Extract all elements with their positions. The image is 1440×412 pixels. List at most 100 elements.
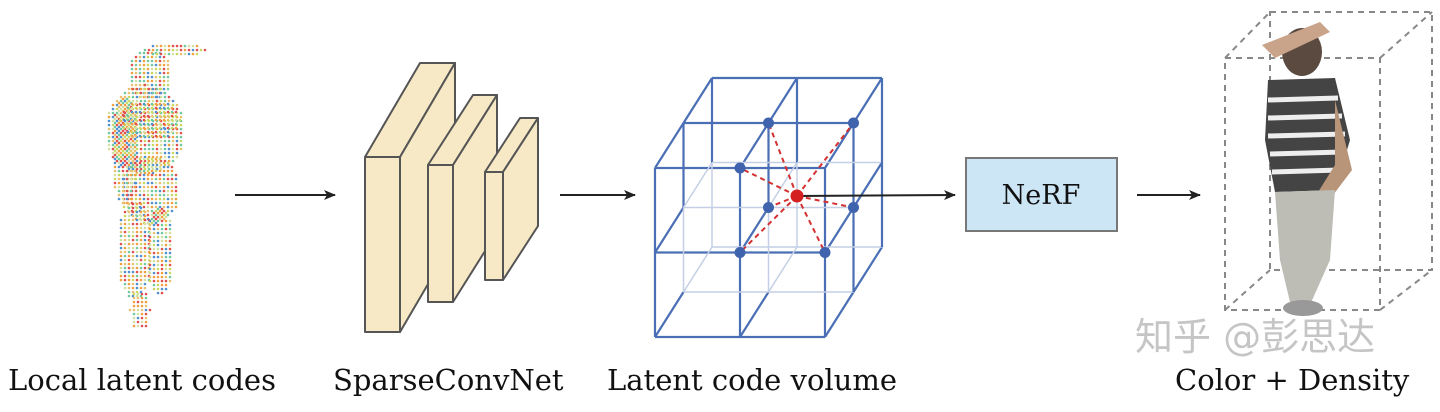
point xyxy=(150,114,154,118)
point xyxy=(148,223,152,227)
point xyxy=(159,95,163,99)
point xyxy=(166,102,170,106)
point xyxy=(164,239,168,243)
point xyxy=(127,155,131,159)
point xyxy=(143,95,147,99)
point xyxy=(148,239,152,243)
point xyxy=(119,242,123,246)
point xyxy=(152,279,156,283)
point xyxy=(183,48,187,52)
point xyxy=(146,193,150,197)
point xyxy=(132,308,136,312)
point xyxy=(131,278,135,282)
point xyxy=(135,278,139,282)
point xyxy=(121,197,125,201)
point xyxy=(125,157,129,161)
point xyxy=(158,217,162,221)
point xyxy=(163,99,167,103)
grid-line xyxy=(682,246,713,293)
point xyxy=(121,133,125,137)
point xyxy=(155,48,159,52)
point xyxy=(139,143,143,147)
point xyxy=(143,258,147,262)
point xyxy=(171,143,175,147)
point xyxy=(174,189,178,193)
point xyxy=(152,259,156,263)
point xyxy=(138,189,142,193)
point xyxy=(162,126,166,130)
point xyxy=(113,177,117,181)
point xyxy=(179,143,183,147)
nerf-label: NeRF xyxy=(1002,180,1081,211)
point xyxy=(130,75,134,79)
point xyxy=(162,110,166,114)
point xyxy=(152,227,156,231)
point xyxy=(131,206,135,210)
point xyxy=(132,300,136,304)
point xyxy=(162,79,166,83)
point xyxy=(160,231,164,235)
point xyxy=(111,123,115,127)
point xyxy=(150,63,154,67)
point xyxy=(111,151,115,155)
point xyxy=(127,254,131,258)
point xyxy=(121,141,125,145)
point xyxy=(146,181,150,185)
point xyxy=(144,316,148,320)
point xyxy=(150,185,154,189)
point xyxy=(170,110,174,114)
point xyxy=(150,181,154,185)
point xyxy=(138,114,142,118)
point xyxy=(159,44,163,48)
point xyxy=(119,274,123,278)
point xyxy=(123,218,127,222)
point xyxy=(143,139,147,143)
point xyxy=(171,147,175,151)
point xyxy=(152,271,156,275)
point xyxy=(127,163,131,167)
point xyxy=(143,171,147,175)
point xyxy=(115,111,119,115)
point xyxy=(136,320,140,324)
point xyxy=(121,157,125,161)
point xyxy=(146,161,150,165)
point xyxy=(162,201,166,205)
point xyxy=(158,118,162,122)
point xyxy=(154,75,158,79)
point xyxy=(142,201,146,205)
point xyxy=(155,159,159,163)
point xyxy=(166,59,170,63)
point xyxy=(147,91,151,95)
point xyxy=(171,44,175,48)
point xyxy=(147,151,151,155)
point xyxy=(156,275,160,279)
point xyxy=(123,151,127,155)
point xyxy=(162,177,166,181)
point xyxy=(150,59,154,63)
point xyxy=(139,151,143,155)
point xyxy=(138,134,142,138)
point xyxy=(163,151,167,155)
point xyxy=(115,147,119,151)
point xyxy=(166,205,170,209)
point xyxy=(135,210,139,214)
point xyxy=(123,250,127,254)
point xyxy=(166,118,170,122)
point xyxy=(179,139,183,143)
point xyxy=(123,238,127,242)
point xyxy=(111,115,115,119)
point xyxy=(143,147,147,151)
point xyxy=(171,99,175,103)
point xyxy=(156,247,160,251)
point xyxy=(135,214,139,218)
point xyxy=(143,99,147,103)
point xyxy=(163,159,167,163)
point xyxy=(115,151,119,155)
point xyxy=(146,63,150,67)
point xyxy=(135,282,139,286)
point xyxy=(166,79,170,83)
point xyxy=(119,111,123,115)
point xyxy=(143,48,147,52)
point xyxy=(148,279,152,283)
point xyxy=(146,75,150,79)
